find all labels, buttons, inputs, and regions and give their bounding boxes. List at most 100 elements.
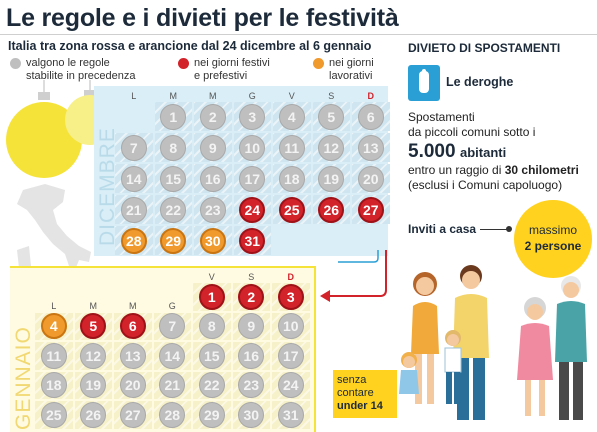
weekday-label-january-5: S xyxy=(248,272,255,282)
december-day-12: 12 xyxy=(318,134,345,161)
december-day-8: 8 xyxy=(160,134,187,161)
january-day-1: 1 xyxy=(198,283,225,310)
page-title: Le regole e i divieti per le festività xyxy=(6,4,399,32)
december-day-28: 28 xyxy=(120,227,147,254)
section-title: DIVIETO DI SPOSTAMENTI xyxy=(408,41,561,55)
january-day-4: 4 xyxy=(40,313,67,340)
january-day-8: 8 xyxy=(198,313,225,340)
legend-item-orange: nei giorni lavorativi xyxy=(313,57,393,87)
invites-pointer-dot xyxy=(506,226,512,232)
january-day-6: 6 xyxy=(119,313,146,340)
invites-pointer xyxy=(480,229,510,230)
december-day-10: 10 xyxy=(239,134,266,161)
december-day-18: 18 xyxy=(278,165,305,192)
legend-item-red: nei giorni festivi e prefestivi xyxy=(178,57,308,87)
legend-red-line1: nei giorni festivi xyxy=(194,57,270,69)
family-illustration xyxy=(399,265,587,420)
legend-item-gray: valgono le regole stabilite in precedenz… xyxy=(10,57,170,87)
legend-gray-dot xyxy=(10,58,21,69)
january-day-26: 26 xyxy=(80,401,107,428)
january-day-2: 2 xyxy=(238,283,265,310)
january-day-16: 16 xyxy=(238,342,265,369)
december-day-15: 15 xyxy=(160,165,187,192)
january-day-31: 31 xyxy=(277,401,304,428)
abitanti-number: 5.000 xyxy=(408,141,456,162)
january-day-30: 30 xyxy=(238,401,265,428)
legend-orange-dot xyxy=(313,58,324,69)
january-day-18: 18 xyxy=(40,372,67,399)
january-day-17: 17 xyxy=(277,342,304,369)
deroghe-text-2: da piccoli comuni sotto i xyxy=(408,125,536,139)
radius-text: entro un raggio di 30 chilometri xyxy=(408,163,579,178)
december-day-21: 21 xyxy=(120,196,147,223)
radius-value: 30 chilometri xyxy=(504,163,579,177)
december-day-16: 16 xyxy=(199,165,226,192)
under14-line3: under 14 xyxy=(337,400,383,412)
connector-arrow xyxy=(320,250,387,302)
subtitle: Italia tra zona rossa e arancione dal 24… xyxy=(8,39,372,53)
january-day-13: 13 xyxy=(119,342,146,369)
december-day-31: 31 xyxy=(239,227,266,254)
january-day-21: 21 xyxy=(159,372,186,399)
max-persons-badge: massimo 2 persone xyxy=(514,200,592,278)
december-day-20: 20 xyxy=(357,165,384,192)
january-day-23: 23 xyxy=(238,372,265,399)
december-day-3: 3 xyxy=(239,103,266,130)
december-day-13: 13 xyxy=(357,134,384,161)
weekday-label-january-2: M xyxy=(129,301,137,311)
january-day-28: 28 xyxy=(159,401,186,428)
december-day-25: 25 xyxy=(278,196,305,223)
legend-gray-line1: valgono le regole xyxy=(26,57,110,69)
december-day-22: 22 xyxy=(160,196,187,223)
january-day-27: 27 xyxy=(119,401,146,428)
under14-line1: senza xyxy=(337,374,367,386)
weekday-label-december-3: G xyxy=(248,91,256,101)
weekday-label-december-0: L xyxy=(131,91,137,101)
invites-label: Inviti a casa xyxy=(408,222,477,236)
legend-orange-line1: nei giorni xyxy=(329,57,374,69)
january-day-11: 11 xyxy=(40,342,67,369)
weekday-label-december-5: S xyxy=(328,91,335,101)
legend-red-dot xyxy=(178,58,189,69)
weekday-label-january-0: L xyxy=(51,301,57,311)
december-day-1: 1 xyxy=(160,103,187,130)
under14-badge: senza contare under 14 xyxy=(333,370,397,418)
december-day-6: 6 xyxy=(357,103,384,130)
max-label: massimo xyxy=(528,223,577,237)
january-day-12: 12 xyxy=(80,342,107,369)
january-label: GENNAIO xyxy=(12,326,35,430)
december-day-11: 11 xyxy=(278,134,305,161)
january-day-7: 7 xyxy=(159,313,186,340)
legend-red-line2: e prefestivi xyxy=(194,70,248,82)
max-value: 2 persone xyxy=(524,239,582,253)
abitanti-unit: abitanti xyxy=(460,145,507,160)
december-day-30: 30 xyxy=(199,227,226,254)
december-day-7: 7 xyxy=(120,134,147,161)
weekday-label-december-6: D xyxy=(367,91,375,101)
january-day-3: 3 xyxy=(277,283,304,310)
legend-gray-line2: stabilite in precedenza xyxy=(26,70,136,82)
weekday-label-december-4: V xyxy=(288,91,295,101)
deroghe-text-1: Spostamenti xyxy=(408,110,475,124)
deroghe-label: Le deroghe xyxy=(446,75,514,89)
december-day-19: 19 xyxy=(318,165,345,192)
legend-orange-line2: lavorativi xyxy=(329,70,373,82)
january-day-24: 24 xyxy=(277,372,304,399)
december-day-24: 24 xyxy=(239,196,266,223)
weekday-label-december-1: M xyxy=(169,91,178,101)
weekday-label-december-2: M xyxy=(209,91,217,101)
title-divider xyxy=(0,34,597,35)
december-day-17: 17 xyxy=(239,165,266,192)
abitanti-row: 5.000 abitanti xyxy=(408,141,506,163)
raised-hand-icon xyxy=(408,65,440,101)
december-day-9: 9 xyxy=(199,134,226,161)
january-day-14: 14 xyxy=(159,342,186,369)
weekday-label-january-4: V xyxy=(208,272,215,282)
weekday-label-january-6: D xyxy=(287,272,295,282)
january-day-10: 10 xyxy=(277,313,304,340)
december-day-26: 26 xyxy=(318,196,345,223)
january-day-15: 15 xyxy=(198,342,225,369)
december-day-5: 5 xyxy=(318,103,345,130)
december-day-23: 23 xyxy=(199,196,226,223)
december-day-27: 27 xyxy=(357,196,384,223)
